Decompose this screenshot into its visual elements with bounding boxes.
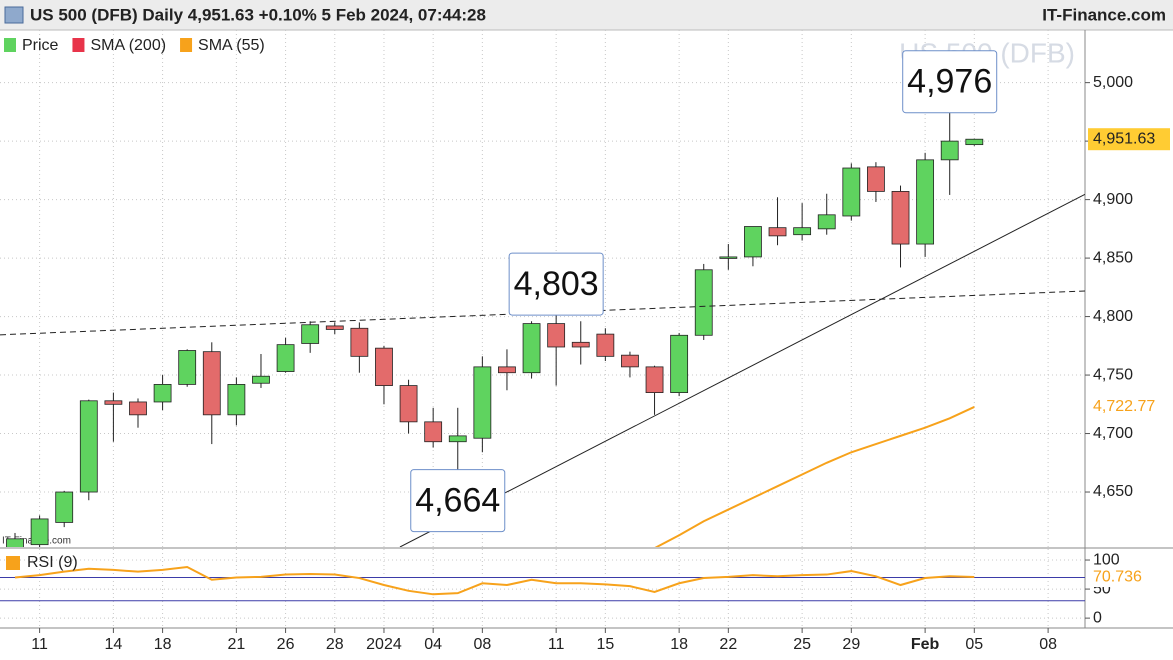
y-tick-label: 4,850 (1093, 249, 1133, 266)
x-tick-label: 2024 (366, 636, 402, 653)
candle-body (940, 140, 959, 161)
x-tick-label: 04 (424, 636, 442, 653)
candle-body (744, 226, 762, 258)
x-tick-label: 25 (793, 636, 811, 653)
callout-label: 4,664 (415, 482, 500, 520)
legend-label: SMA (200) (90, 37, 166, 54)
x-tick-label: 11 (548, 636, 565, 653)
candle-body (30, 518, 49, 546)
x-tick-label: 29 (842, 636, 860, 653)
x-tick-label: 15 (596, 636, 614, 653)
x-tick-label: 21 (227, 636, 245, 653)
legend-swatch (6, 556, 20, 570)
candle-body (301, 324, 320, 344)
candle-body (596, 333, 615, 357)
candle-body (694, 269, 713, 336)
candle-body (79, 400, 98, 493)
y-tick-label: 4,800 (1093, 308, 1133, 325)
legend-swatch (4, 38, 16, 52)
series-line (14, 565, 975, 596)
candle-body (498, 366, 516, 374)
price-tag-bg (1088, 128, 1170, 151)
candle-body (153, 384, 172, 403)
x-tick-label: 11 (31, 636, 48, 653)
candle-body (965, 138, 984, 146)
legend-swatch (72, 38, 85, 52)
candle-body (104, 400, 123, 405)
y-tick-label: 4,650 (1093, 483, 1133, 500)
x-tick-label: 18 (154, 636, 172, 653)
callout-box (508, 252, 604, 316)
candle-body (867, 166, 885, 192)
candle-body (621, 354, 639, 368)
series-line (654, 406, 975, 547)
header-title: US 500 (DFB) Daily 4,951.63 +0.10% 5 Feb… (30, 5, 486, 24)
y-tick-label: 0 (1093, 609, 1102, 626)
price-tag: 4,951.63 (1093, 130, 1155, 147)
candle-body (891, 191, 910, 245)
legend-label: Price (22, 37, 59, 54)
candle-body (645, 366, 664, 394)
legend-label: RSI (9) (27, 554, 78, 571)
x-tick-label: 22 (719, 636, 737, 653)
candle-body (719, 256, 738, 259)
candle-body (276, 344, 295, 372)
y-tick-label: 4,700 (1093, 425, 1133, 442)
candle-body (916, 159, 935, 245)
candle-body (350, 327, 369, 357)
plot-area (0, 30, 1085, 547)
candle-body (55, 491, 74, 523)
candle-body (178, 350, 197, 385)
candle-body (547, 323, 566, 348)
candle-body (768, 227, 787, 237)
candle-body (325, 325, 344, 330)
callout-box (410, 469, 506, 533)
candle-body (473, 366, 492, 439)
candle-body (399, 385, 418, 423)
legend-swatch (180, 38, 193, 52)
x-tick-label: 14 (104, 636, 122, 653)
callout-label: 4,803 (514, 265, 599, 303)
candle-body (448, 435, 467, 443)
x-tick-label: 08 (473, 636, 491, 653)
y-tick-label: 4,750 (1093, 366, 1133, 383)
x-tick-label: 28 (326, 636, 344, 653)
candle-body (842, 167, 861, 217)
candle-body (252, 375, 270, 384)
x-tick-label: 18 (670, 636, 688, 653)
x-tick-label: 08 (1039, 636, 1057, 653)
candle-body (670, 334, 689, 394)
brand: IT-Finance.com (1042, 5, 1166, 24)
candle-body (202, 351, 221, 416)
candle-body (6, 538, 24, 547)
candle-body (375, 347, 393, 386)
value-tag: 70.736 (1093, 568, 1142, 585)
candle-body (129, 401, 147, 416)
candle-body (522, 323, 541, 374)
app-icon (4, 6, 24, 24)
legend-label: SMA (55) (198, 37, 265, 54)
candle-body (793, 227, 812, 236)
header-bar (0, 0, 1173, 30)
y-tick-label: 4,900 (1093, 191, 1133, 208)
candle-body (424, 421, 443, 443)
plot-area (0, 549, 1085, 628)
value-tag-bg (1088, 567, 1170, 588)
x-tick-label: 26 (277, 636, 295, 653)
y-tick-label: 100 (1093, 551, 1120, 568)
candle-body (227, 384, 246, 416)
trendline (399, 193, 1085, 547)
callout-label: 4,976 (907, 63, 992, 101)
value-tag: 4,722.77 (1093, 398, 1155, 415)
candle-body (817, 214, 836, 230)
x-tick-label: Feb (911, 636, 940, 653)
candle-body (571, 341, 590, 348)
y-tick-label: 5,000 (1093, 74, 1133, 91)
callout-box (902, 50, 998, 114)
x-tick-label: 05 (965, 636, 983, 653)
